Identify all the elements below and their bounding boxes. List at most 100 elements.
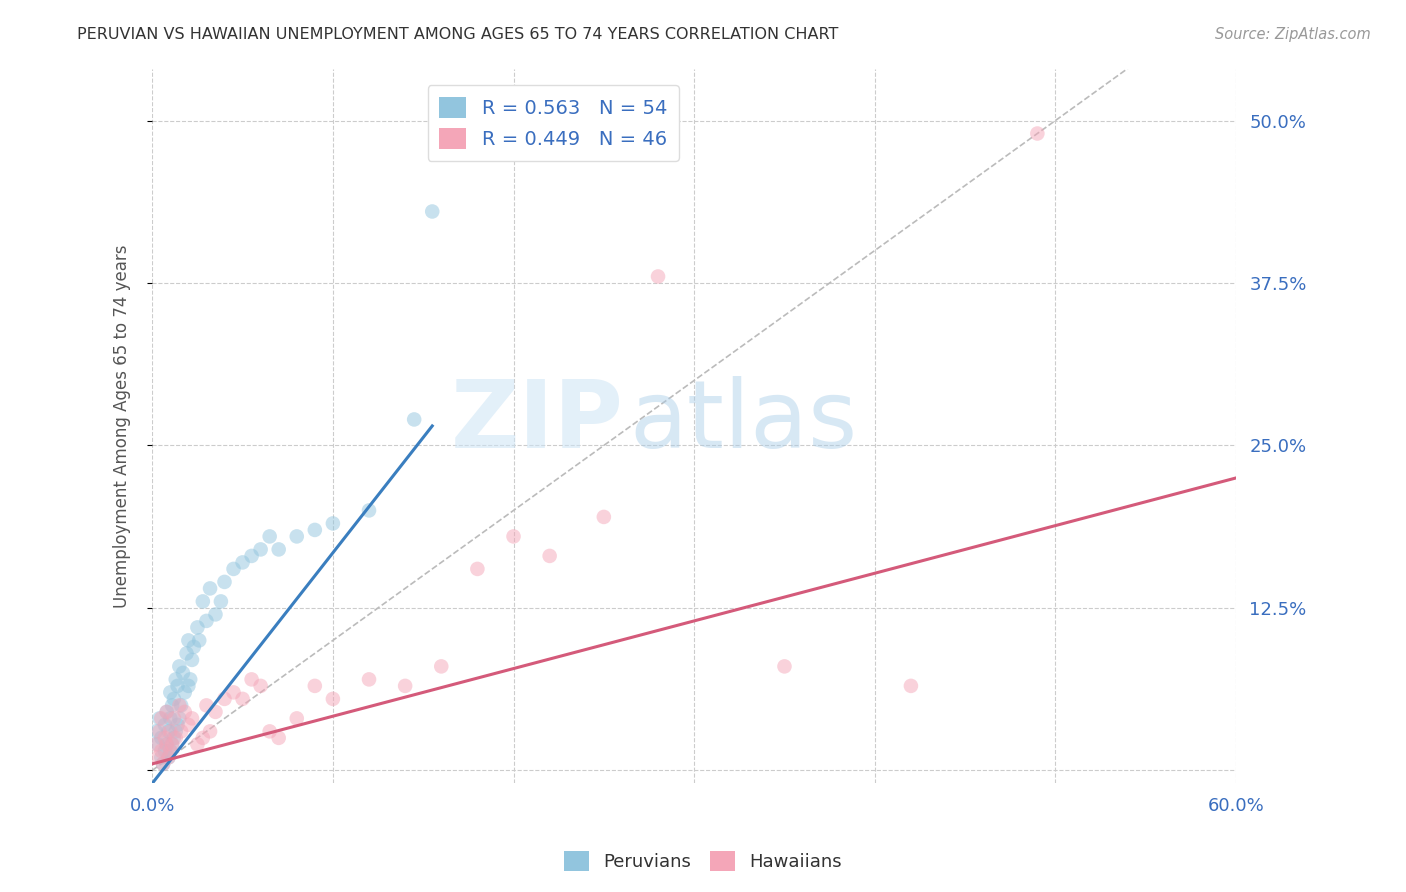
Point — [145, 724, 167, 739]
Point — [183, 640, 205, 654]
Point — [177, 718, 200, 732]
Point — [285, 711, 308, 725]
Point — [191, 731, 214, 745]
Point — [150, 711, 173, 725]
Point — [177, 633, 200, 648]
Point — [214, 692, 236, 706]
Point — [259, 529, 281, 543]
Point — [148, 711, 170, 725]
Point — [773, 659, 796, 673]
Point — [153, 718, 176, 732]
Point — [900, 679, 922, 693]
Point — [165, 724, 187, 739]
Point — [150, 731, 173, 745]
Point — [170, 724, 193, 739]
Point — [538, 549, 561, 563]
Point — [173, 705, 195, 719]
Point — [195, 698, 218, 713]
Legend: Peruvians, Hawaiians: Peruvians, Hawaiians — [557, 844, 849, 879]
Point — [145, 737, 167, 751]
Point — [159, 744, 181, 758]
Point — [430, 659, 453, 673]
Point — [148, 724, 170, 739]
Point — [214, 574, 236, 589]
Point — [146, 737, 169, 751]
Point — [156, 737, 179, 751]
Point — [160, 737, 183, 751]
Point — [163, 731, 186, 745]
Point — [179, 673, 201, 687]
Point — [160, 698, 183, 713]
Point — [404, 412, 426, 426]
Point — [159, 724, 181, 739]
Point — [394, 679, 416, 693]
Point — [420, 204, 443, 219]
Point — [169, 659, 191, 673]
Point — [156, 705, 179, 719]
Point — [176, 647, 198, 661]
Point — [156, 737, 179, 751]
Point — [249, 679, 271, 693]
Point — [169, 711, 191, 725]
Point — [322, 692, 344, 706]
Point — [285, 529, 308, 543]
Point — [169, 698, 191, 713]
Point — [204, 607, 226, 622]
Point — [222, 562, 245, 576]
Point — [146, 750, 169, 764]
Point — [150, 750, 173, 764]
Text: PERUVIAN VS HAWAIIAN UNEMPLOYMENT AMONG AGES 65 TO 74 YEARS CORRELATION CHART: PERUVIAN VS HAWAIIAN UNEMPLOYMENT AMONG … — [77, 27, 839, 42]
Point — [150, 744, 173, 758]
Point — [502, 529, 524, 543]
Point — [181, 711, 204, 725]
Text: atlas: atlas — [628, 376, 858, 468]
Point — [267, 731, 290, 745]
Point — [165, 731, 187, 745]
Point — [152, 756, 174, 771]
Point — [1026, 127, 1049, 141]
Point — [173, 685, 195, 699]
Point — [153, 731, 176, 745]
Point — [159, 685, 181, 699]
Point — [159, 744, 181, 758]
Point — [357, 503, 380, 517]
Point — [163, 692, 186, 706]
Point — [191, 594, 214, 608]
Legend: R = 0.563   N = 54, R = 0.449   N = 46: R = 0.563 N = 54, R = 0.449 N = 46 — [427, 86, 679, 161]
Point — [592, 510, 614, 524]
Point — [232, 556, 254, 570]
Point — [209, 594, 232, 608]
Point — [153, 744, 176, 758]
Point — [222, 685, 245, 699]
Point — [160, 737, 183, 751]
Point — [195, 614, 218, 628]
Point — [304, 523, 326, 537]
Point — [166, 679, 188, 693]
Point — [198, 724, 221, 739]
Point — [186, 620, 208, 634]
Point — [357, 673, 380, 687]
Point — [259, 724, 281, 739]
Point — [267, 542, 290, 557]
Point — [156, 705, 179, 719]
Point — [186, 737, 208, 751]
Point — [157, 724, 180, 739]
Point — [181, 653, 204, 667]
Point — [188, 633, 211, 648]
Point — [177, 679, 200, 693]
Text: Source: ZipAtlas.com: Source: ZipAtlas.com — [1215, 27, 1371, 42]
Point — [152, 756, 174, 771]
Point — [159, 711, 181, 725]
Point — [198, 582, 221, 596]
Point — [157, 750, 180, 764]
Point — [157, 750, 180, 764]
Point — [240, 673, 263, 687]
Point — [232, 692, 254, 706]
Point — [304, 679, 326, 693]
Point — [170, 698, 193, 713]
Point — [467, 562, 489, 576]
Point — [204, 705, 226, 719]
Point — [240, 549, 263, 563]
Text: ZIP: ZIP — [451, 376, 624, 468]
Point — [172, 665, 194, 680]
